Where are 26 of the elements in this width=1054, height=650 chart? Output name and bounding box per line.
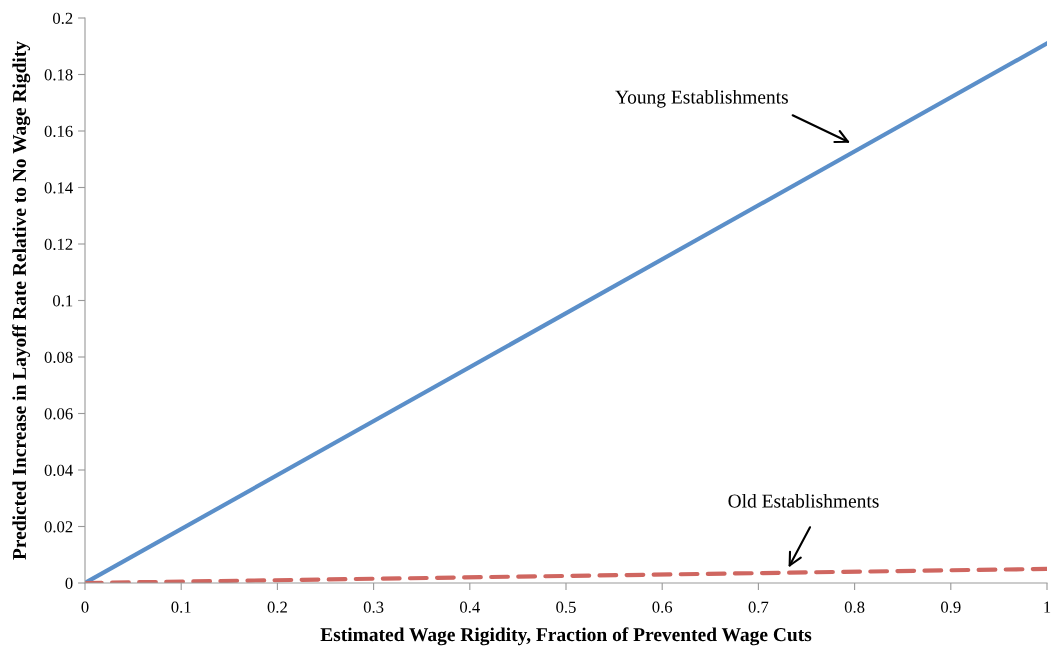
y-tick-label: 0.12 bbox=[44, 238, 73, 251]
x-tick-label: 0.7 bbox=[748, 601, 769, 613]
x-tick-label: 0.9 bbox=[941, 601, 961, 613]
y-tick-label: 0.1 bbox=[53, 295, 73, 307]
y-tick-label: 0.06 bbox=[44, 408, 73, 420]
x-tick-label: 0.6 bbox=[652, 601, 673, 613]
x-tick-label: 0.1 bbox=[171, 601, 191, 613]
y-axis-title: Predicted Increase in Layoff Rate Relative to No Wage Rigdity bbox=[12, 41, 31, 560]
x-tick-label: 0.4 bbox=[460, 601, 480, 613]
x-tick-label: 0.3 bbox=[363, 601, 384, 613]
y-tick-label: 0 bbox=[65, 577, 73, 589]
y-tick-label: 0.2 bbox=[53, 12, 73, 25]
x-tick-label: 0 bbox=[81, 601, 89, 613]
x-tick-label: 0.5 bbox=[556, 601, 576, 613]
x-axis-title: Estimated Wage Rigidity, Fraction of Prevented Wage Cuts bbox=[320, 627, 812, 646]
annotation: Young Establishments bbox=[615, 89, 788, 108]
y-tick-label: 0.14 bbox=[44, 182, 73, 194]
x-tick-label: 0.2 bbox=[267, 601, 287, 613]
annotation: Old Establishments bbox=[728, 493, 879, 508]
x-tick-label: 0.8 bbox=[844, 601, 865, 613]
y-tick-label: 0.16 bbox=[44, 125, 73, 138]
y-tick-label: 0.18 bbox=[44, 69, 73, 81]
y-tick-label: 0.02 bbox=[44, 521, 73, 533]
y-tick-label: 0.08 bbox=[44, 351, 73, 364]
y-tick-label: 0.04 bbox=[44, 464, 73, 477]
x-tick-label: 1 bbox=[1044, 601, 1051, 613]
